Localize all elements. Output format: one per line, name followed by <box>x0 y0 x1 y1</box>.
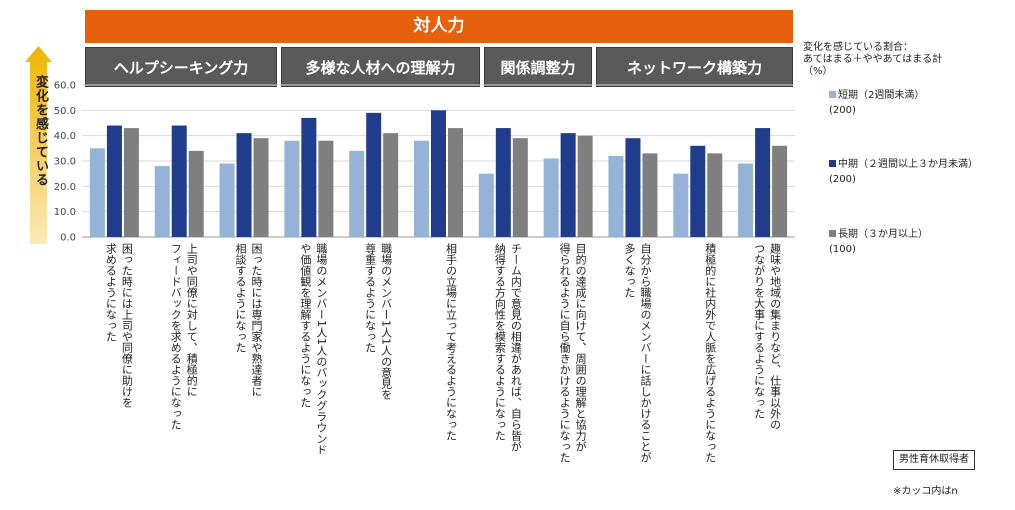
y-tick-label: 0.0 <box>60 233 76 244</box>
bar-long-9 <box>707 153 723 237</box>
bar-chart: 0.0 10.0 20.0 30.0 40.0 50.0 60.0 <box>54 81 795 244</box>
bar-long-4 <box>383 133 399 237</box>
bar-short-7 <box>543 158 559 237</box>
bar-short-8 <box>608 155 624 237</box>
legend-sample-size: (100) <box>829 244 856 255</box>
bar-medium-10 <box>755 128 771 237</box>
bar-short-10 <box>738 163 754 237</box>
bar-short-4 <box>349 150 365 237</box>
bar-medium-3 <box>301 117 317 237</box>
bar-short-3 <box>284 140 300 237</box>
legend-sample-size: (200) <box>829 105 856 116</box>
x-tick-label: 上司や同僚に対して、積極的に フィードバックを求めるようになった <box>169 243 199 430</box>
bar-long-5 <box>448 128 463 237</box>
bar-medium-4 <box>366 112 382 237</box>
y-tick-label: 40.0 <box>54 131 76 142</box>
category-header-relationship-coordination: 関係調整力 <box>484 47 592 87</box>
x-tick-label: 職場のメンバー1人1人の意見を 尊重するようになった <box>363 243 393 400</box>
x-tick-label: チーム内で意見の相違があれば、自ら皆が 納得する方向性を模索するようになった <box>493 243 523 452</box>
bar-short-0 <box>89 148 105 237</box>
bar-medium-7 <box>560 133 576 237</box>
x-tick-label: 職場のメンバー1人1人のバックグラウンド や価値観を理解するようになった <box>298 243 328 455</box>
legend-title: 変化を感じている割合： あてはまる＋ややあてはまる計 （%） <box>803 42 943 77</box>
bar-short-9 <box>673 173 689 237</box>
x-tick-label: 相手の立場に立って考えるようになった <box>444 243 458 441</box>
bar-short-2 <box>219 163 235 237</box>
bar-long-6 <box>512 138 528 237</box>
y-tick-label: 20.0 <box>54 182 76 193</box>
bar-long-7 <box>577 135 593 237</box>
bar-medium-5 <box>431 110 446 237</box>
legend-swatch <box>829 160 836 167</box>
legend-label: 短期（2週間未満） <box>838 90 925 101</box>
x-tick-label: 困った時には上司や同僚に助けを 求めるようになった <box>104 243 134 408</box>
x-tick-label: 積極的に社内外で人脈を広げるようになった <box>703 243 717 463</box>
category-header-diversity-understanding: 多様な人材への理解力 <box>281 47 480 87</box>
bar-medium-2 <box>236 133 252 237</box>
y-axis-label: 変化を感じている <box>33 75 48 187</box>
bar-medium-1 <box>171 125 187 237</box>
bar-short-5 <box>414 140 429 237</box>
y-tick-label: 30.0 <box>54 157 76 168</box>
bar-medium-8 <box>625 138 641 237</box>
y-tick-label: 60.0 <box>54 81 76 92</box>
x-tick-label: 趣味や地域の集まりなど、仕事以外の つながりを大事にするようになった <box>752 243 782 430</box>
bar-medium-0 <box>106 125 122 237</box>
bar-short-1 <box>154 166 170 237</box>
category-header-help-seeking: ヘルプシーキング力 <box>85 47 277 87</box>
legend-label: 中期（２週間以上３か月未満） <box>838 159 978 170</box>
legend-sample-size: (200) <box>829 174 856 185</box>
legend-label: 長期（３か月以上） <box>838 229 928 240</box>
bar-long-0 <box>123 128 139 237</box>
category-header-network-building: ネットワーク構築力 <box>596 47 793 87</box>
bar-long-3 <box>318 140 334 237</box>
bar-long-1 <box>188 150 204 237</box>
bar-medium-6 <box>495 128 511 237</box>
bar-medium-9 <box>690 145 706 237</box>
x-tick-label: 自分から職場のメンバーに話しかけることが 多くなった <box>622 243 652 463</box>
legend-swatch <box>829 91 836 98</box>
sample-size-note: ※カッコ内はn <box>893 486 958 497</box>
chart-banner: 対人力 <box>85 10 793 43</box>
bar-long-10 <box>772 145 788 237</box>
y-axis-arrow-icon <box>25 46 52 244</box>
respondent-box: 男性育休取得者 <box>893 450 975 470</box>
bar-short-6 <box>478 173 494 237</box>
legend-swatch <box>829 230 836 237</box>
x-tick-label: 目的の達成に向けて、周囲の理解と協力が 得られるように自ら働きかけるようになった <box>558 243 588 463</box>
y-tick-label: 10.0 <box>54 207 76 218</box>
x-tick-label: 困った時には専門家や熟達者に 相談するようになった <box>234 243 264 397</box>
y-tick-label: 50.0 <box>54 106 76 117</box>
bar-long-8 <box>642 153 658 237</box>
bar-long-2 <box>253 138 269 237</box>
